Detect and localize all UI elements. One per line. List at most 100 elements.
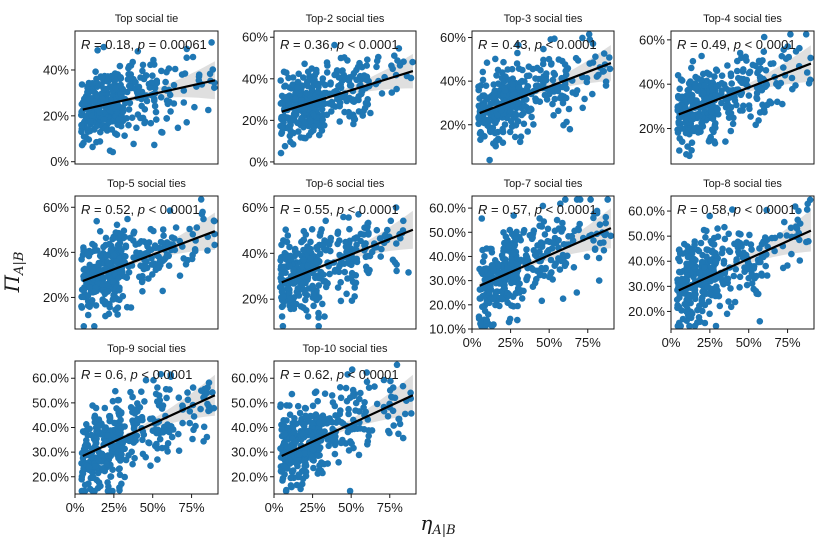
data-point	[806, 196, 814, 204]
data-point	[93, 138, 100, 146]
data-point	[198, 387, 205, 395]
data-point	[84, 250, 92, 258]
data-point	[723, 310, 731, 318]
correlation-annotation: R = 0.6, p < 0.0001	[81, 367, 192, 382]
data-point	[682, 129, 690, 137]
data-point	[165, 428, 173, 436]
y-tick-label: 20%	[440, 117, 466, 132]
data-point	[329, 101, 336, 109]
data-point	[157, 94, 165, 101]
data-point	[79, 454, 87, 462]
data-point	[559, 219, 566, 227]
data-point	[752, 121, 759, 129]
data-point	[163, 251, 171, 258]
data-point	[507, 117, 515, 125]
data-point	[485, 116, 493, 124]
data-point	[103, 127, 111, 134]
data-point	[538, 297, 546, 305]
data-point	[747, 113, 754, 120]
data-point	[737, 77, 744, 85]
data-point	[718, 99, 725, 107]
data-point	[211, 241, 218, 249]
data-point	[759, 57, 766, 64]
data-point	[341, 268, 349, 276]
correlation-annotation: R = 0.58, p < 0.0001	[677, 202, 796, 217]
data-point	[78, 81, 86, 88]
data-point	[596, 239, 604, 247]
data-point	[104, 487, 112, 494]
y-axis-title: ΠA|B	[0, 252, 27, 294]
data-point	[515, 84, 523, 91]
data-point	[289, 467, 297, 474]
data-point	[499, 69, 506, 76]
data-point	[184, 389, 191, 396]
x-tick-label: 0%	[265, 500, 284, 515]
panel-marks	[673, 196, 814, 329]
data-point	[283, 95, 291, 103]
data-point	[327, 81, 334, 88]
data-point	[354, 63, 362, 71]
data-point	[742, 53, 749, 61]
data-point	[313, 243, 320, 251]
data-point	[85, 126, 92, 133]
data-point	[753, 94, 760, 101]
data-point	[278, 123, 286, 130]
data-point	[533, 267, 541, 275]
fit-line	[281, 228, 414, 284]
data-point	[720, 257, 728, 265]
data-point	[159, 287, 166, 295]
data-point	[736, 107, 744, 114]
data-point	[510, 91, 518, 99]
data-point	[117, 90, 124, 98]
data-point	[286, 289, 293, 297]
data-point	[409, 58, 416, 66]
panel-title: Top-10 social ties	[303, 343, 388, 355]
data-point	[302, 296, 309, 304]
data-point	[361, 224, 368, 231]
data-point	[555, 107, 562, 115]
data-point	[204, 400, 211, 408]
data-point	[303, 78, 311, 86]
data-point	[324, 436, 332, 443]
data-point	[353, 234, 360, 241]
data-point	[324, 415, 332, 423]
y-tick-label: 20.0%	[429, 297, 466, 312]
data-point	[340, 213, 347, 221]
data-point	[725, 247, 733, 254]
data-point	[674, 304, 681, 312]
data-point	[118, 480, 125, 488]
panel-3: Top-3 social ties R = 0.43, p < 0.0001 20%…	[440, 13, 615, 165]
panel-marks	[475, 196, 614, 329]
data-point	[676, 147, 683, 154]
data-point	[706, 310, 713, 318]
data-point	[344, 57, 351, 64]
data-point	[713, 106, 721, 114]
data-point	[758, 272, 766, 279]
data-point	[343, 290, 350, 298]
data-point	[711, 140, 719, 147]
x-tick-label: 25%	[498, 335, 524, 350]
data-point	[167, 108, 174, 115]
data-point	[316, 429, 323, 436]
data-point	[362, 99, 370, 107]
data-point	[713, 67, 721, 74]
y-tick-label: 50.0%	[429, 225, 466, 240]
data-point	[796, 44, 803, 52]
data-point	[328, 108, 335, 115]
data-point	[211, 84, 218, 91]
data-point	[373, 226, 381, 234]
data-point	[368, 427, 376, 434]
data-point	[109, 296, 117, 303]
data-point	[525, 63, 533, 70]
data-point	[796, 257, 804, 264]
data-point	[712, 322, 720, 329]
data-point	[524, 273, 531, 281]
data-point	[189, 53, 197, 61]
data-point	[84, 311, 92, 319]
data-point	[147, 119, 155, 127]
data-point	[303, 89, 310, 97]
data-point	[285, 74, 292, 82]
data-point	[91, 487, 98, 494]
data-point	[723, 275, 730, 283]
data-point	[701, 82, 708, 89]
